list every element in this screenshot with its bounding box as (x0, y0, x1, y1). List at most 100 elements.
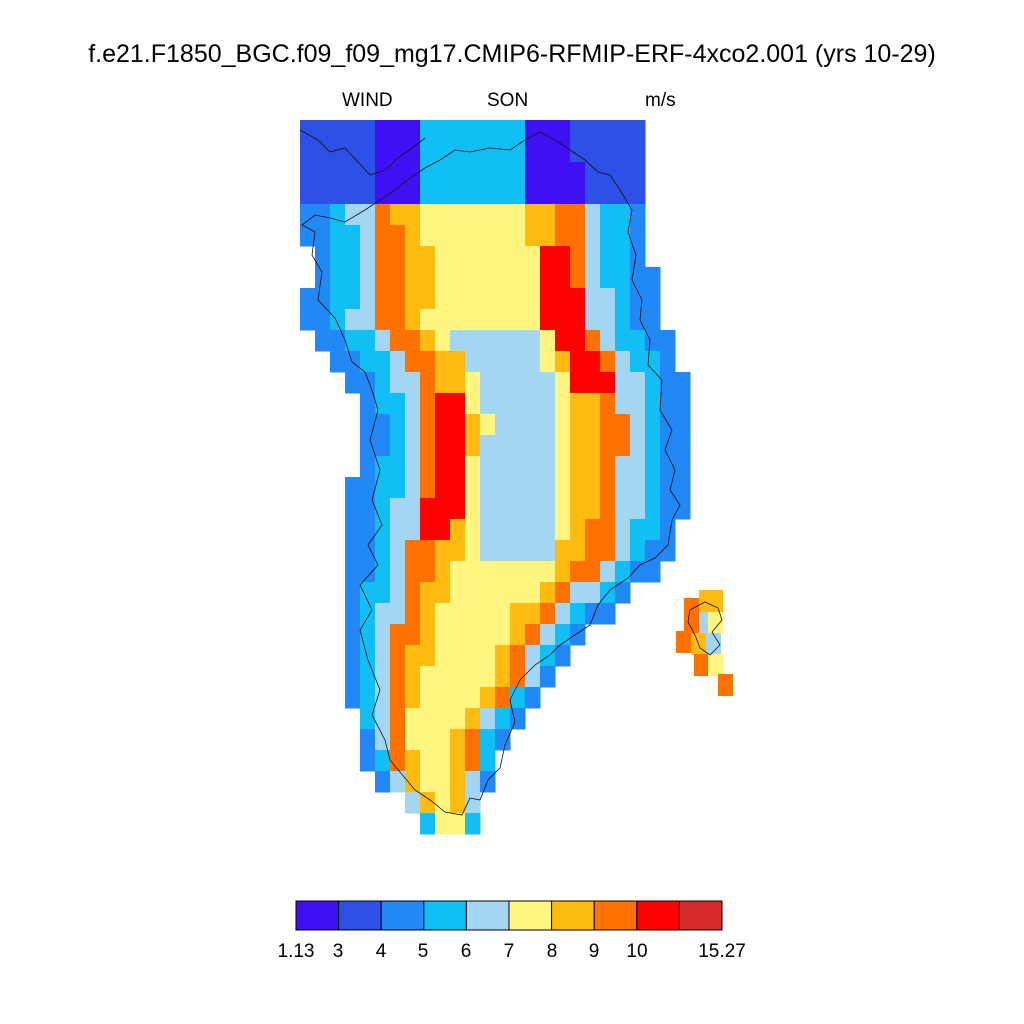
map-cell (420, 414, 436, 436)
map-cell (510, 162, 526, 184)
map-cell (495, 645, 511, 667)
map-cell (525, 288, 541, 310)
map-cell (360, 183, 376, 205)
map-cell (450, 792, 466, 814)
map-cell (390, 204, 406, 226)
map-cell (525, 582, 541, 604)
map-cell (330, 204, 346, 226)
map-cell (585, 435, 601, 457)
map-cell (300, 309, 316, 331)
colorbar-label: 10 (626, 941, 647, 962)
map-cell (420, 162, 436, 184)
map-cell (465, 330, 481, 352)
map-cell (450, 162, 466, 184)
map-cell (495, 729, 511, 751)
map-cell (435, 645, 451, 667)
map-cell (390, 372, 406, 394)
colorbar-box (593, 900, 638, 931)
map-cell (600, 330, 616, 352)
map-cell (360, 330, 376, 352)
map-cell (405, 372, 421, 394)
map-cell (375, 351, 391, 373)
map-cell (600, 372, 616, 394)
map-cell (345, 162, 361, 184)
map-cell (315, 120, 331, 142)
map-cell (540, 645, 556, 667)
map-cell (375, 456, 391, 478)
map-cell (555, 330, 571, 352)
map-cell (450, 246, 466, 268)
map-cell (615, 351, 631, 373)
map-cell (300, 162, 316, 184)
map-cell (435, 435, 451, 457)
map-cell (660, 456, 676, 478)
map-cell (345, 519, 361, 541)
map-cell (525, 561, 541, 583)
map-cell (450, 645, 466, 667)
colorbar-box (423, 900, 467, 931)
map-cell (465, 435, 481, 457)
map-cell (360, 582, 376, 604)
map-cell (525, 183, 541, 205)
map-cell (390, 771, 406, 793)
map-cell (405, 330, 421, 352)
map-cell (390, 498, 406, 520)
map-cell (345, 540, 361, 562)
map-cell (645, 267, 661, 289)
map-cell (555, 435, 571, 457)
map-cell (495, 288, 511, 310)
map-cell-iceland (708, 612, 723, 634)
map-cell (405, 267, 421, 289)
map-cell (540, 435, 556, 457)
map-cell (615, 372, 631, 394)
map-cell (510, 246, 526, 268)
map-cell (600, 204, 616, 226)
map-cell (570, 414, 586, 436)
map-cell (525, 519, 541, 541)
map-cell (420, 813, 436, 835)
map-cell (360, 477, 376, 499)
map-cell (405, 141, 421, 163)
map-cell (435, 225, 451, 247)
map-cell (630, 225, 646, 247)
map-cell (525, 435, 541, 457)
map-cell (570, 582, 586, 604)
map-cell (435, 771, 451, 793)
map-cell (360, 204, 376, 226)
map-cell (630, 519, 646, 541)
map-cell (615, 162, 631, 184)
map-cell (570, 141, 586, 163)
map-cell (420, 624, 436, 646)
map-cell (480, 225, 496, 247)
map-cell (390, 435, 406, 457)
map-cell (465, 582, 481, 604)
map-cell (555, 204, 571, 226)
map-cell (585, 309, 601, 331)
map-cell (450, 582, 466, 604)
map-cell (630, 498, 646, 520)
map-cell (405, 246, 421, 268)
map-cell (420, 393, 436, 415)
map-cell (645, 477, 661, 499)
map-cell (375, 603, 391, 625)
map-cell (585, 372, 601, 394)
map-cell (465, 414, 481, 436)
map-cell (510, 309, 526, 331)
map-cell (315, 267, 331, 289)
map-cell (330, 225, 346, 247)
map-cell (525, 414, 541, 436)
map-cell (675, 393, 691, 415)
map-cell (570, 351, 586, 373)
map-cell (555, 456, 571, 478)
map-cell (345, 666, 361, 688)
map-cell (495, 519, 511, 541)
map-cell (570, 372, 586, 394)
map-cell (675, 414, 691, 436)
map-cell (495, 330, 511, 352)
map-cell (540, 519, 556, 541)
map-cell-iceland (708, 654, 723, 676)
map-cell (525, 393, 541, 415)
map-cell (630, 309, 646, 331)
map-cell (480, 687, 496, 709)
map-cell (420, 477, 436, 499)
